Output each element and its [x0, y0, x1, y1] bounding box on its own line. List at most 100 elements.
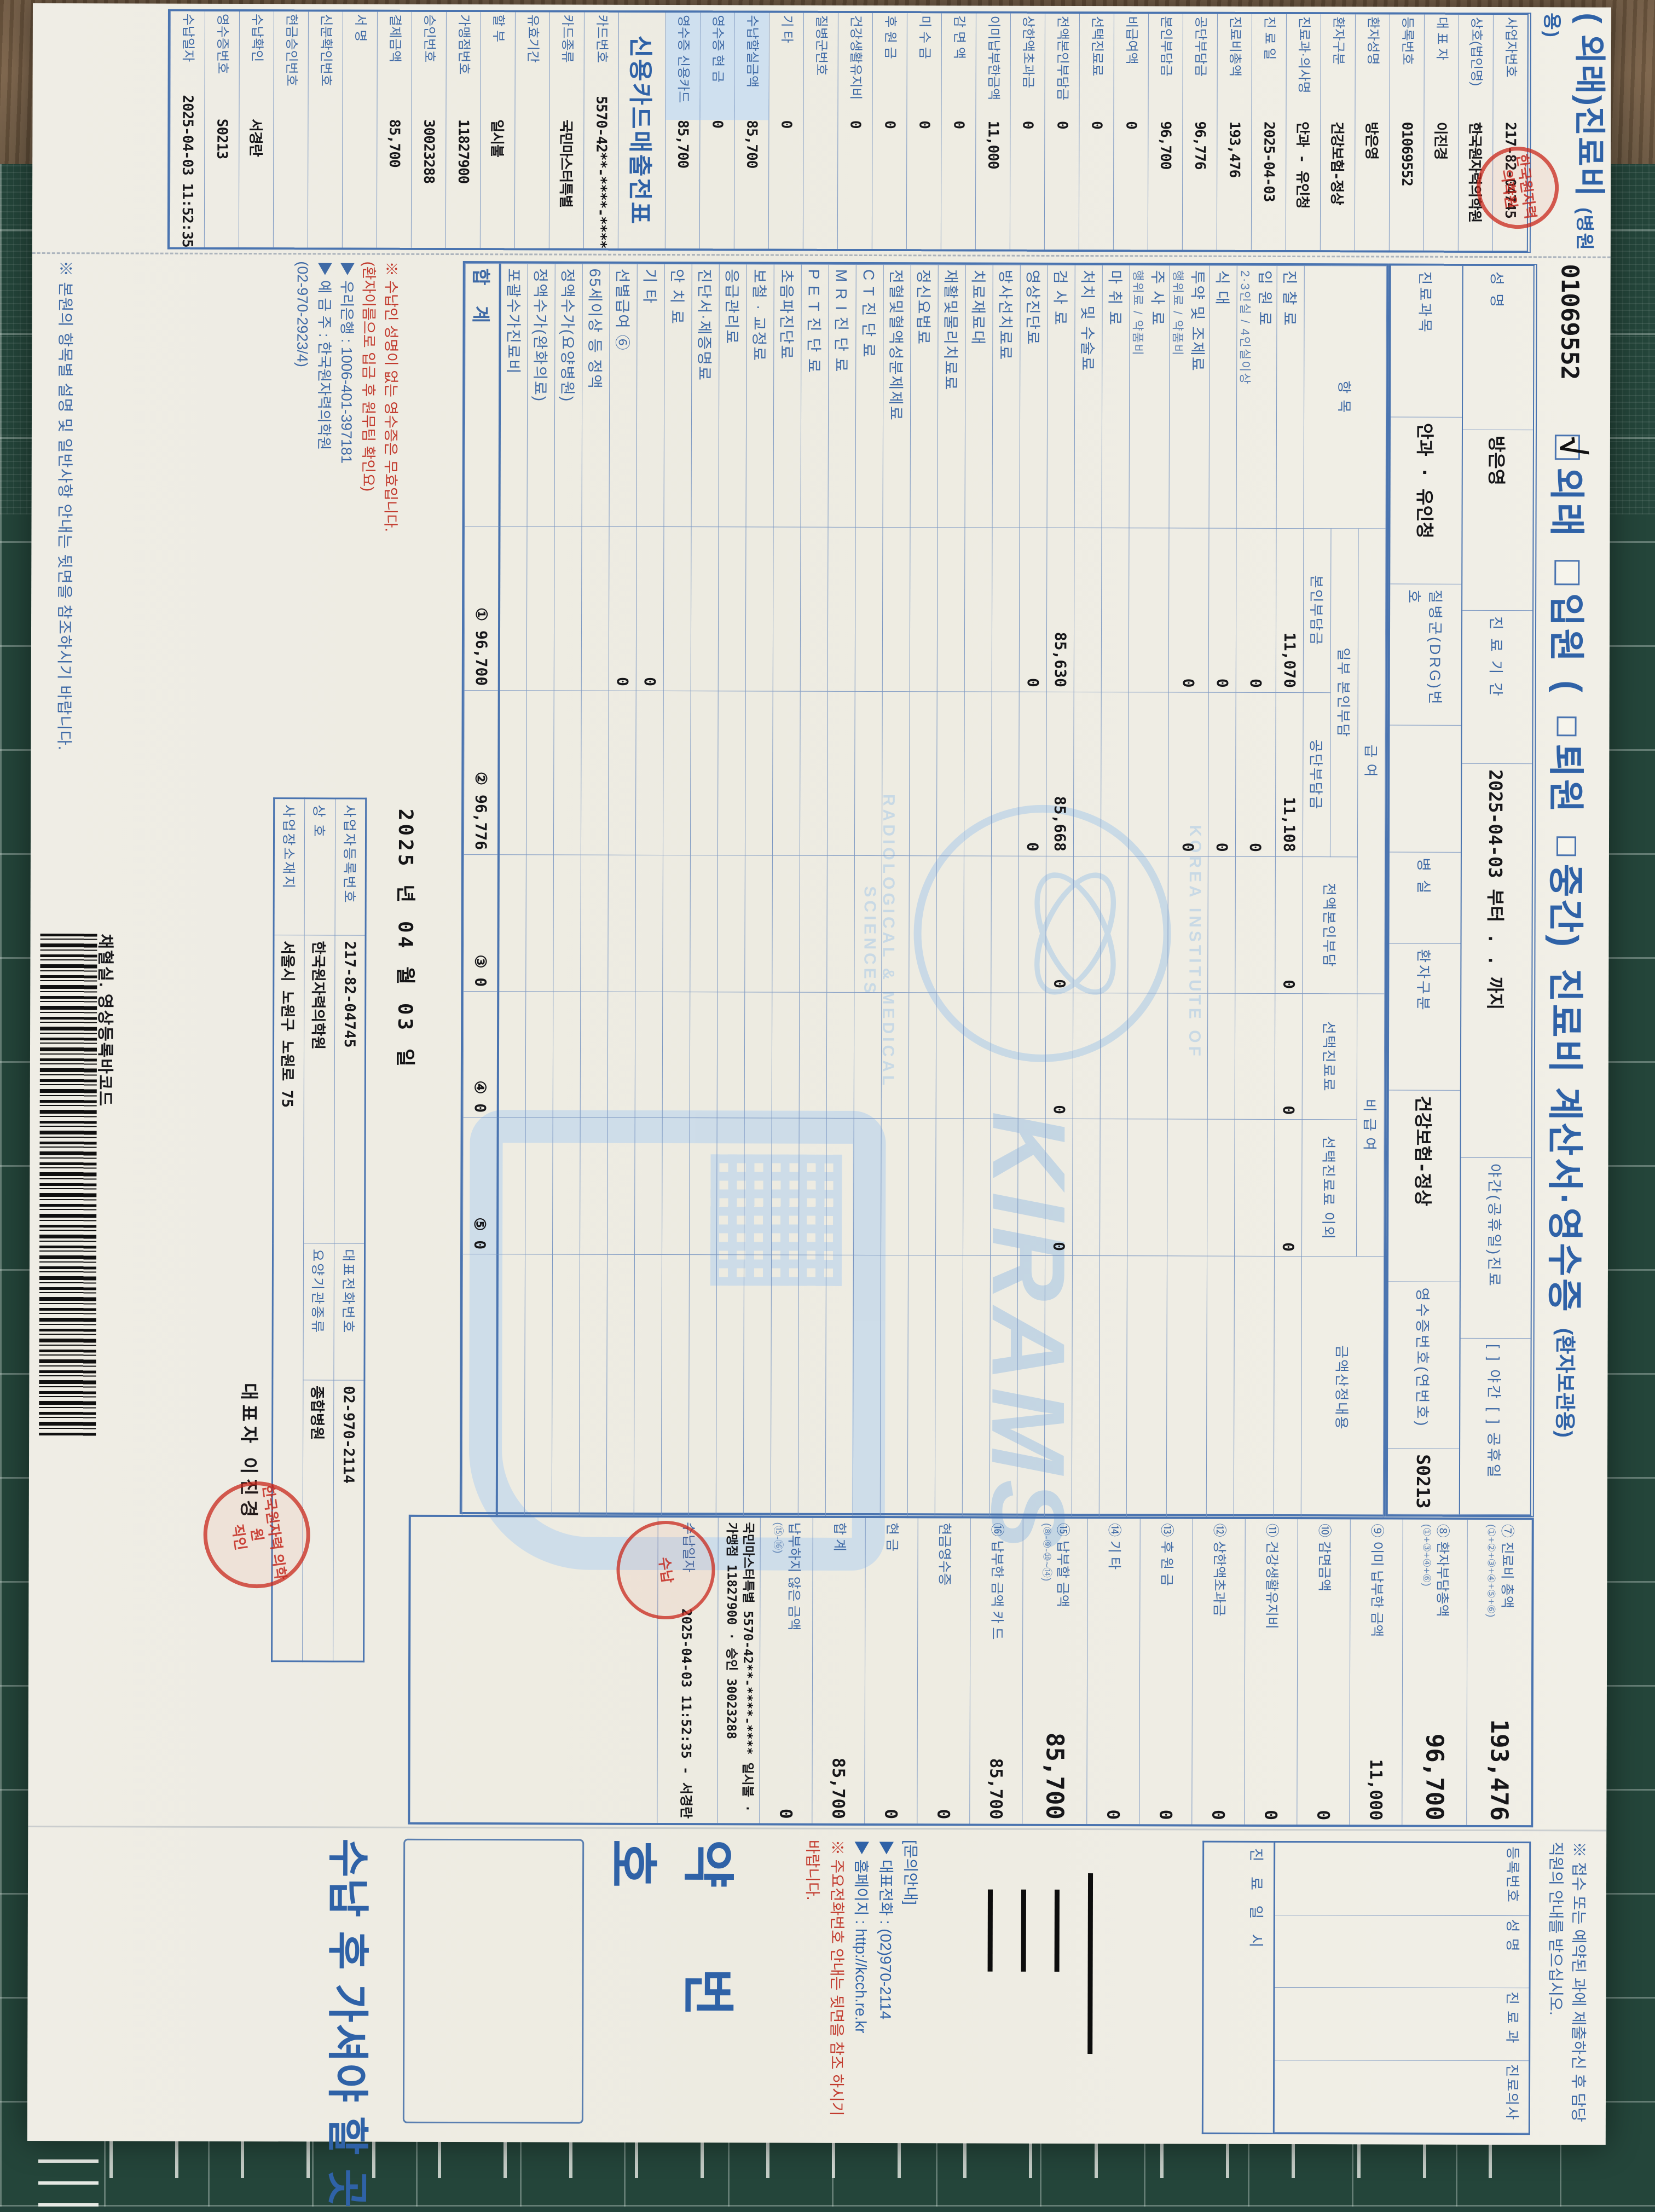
- stub-row-label: 전액본인부담금: [1055, 15, 1070, 101]
- panel-reg-cell: 진료의사: [1274, 2060, 1529, 2134]
- item-amount: ③ 0: [463, 854, 499, 992]
- item-amount: [526, 690, 554, 855]
- item-calc-note: [880, 1255, 908, 1518]
- item-amount: [964, 691, 992, 856]
- bank-note-red2: (환자이름으로 입금 후 원무팀 확인요): [360, 261, 378, 492]
- checkbox-discharge: [1556, 716, 1577, 737]
- stub-row: 환자성명 방은영: [1355, 14, 1390, 251]
- stub-row-label: 카드종류: [559, 14, 575, 63]
- summary-row: ⑫ 상한액초과금 0: [1191, 1519, 1245, 1825]
- item-amount: [607, 855, 636, 992]
- item-name: 응급관리료: [718, 264, 747, 527]
- stub-row-label: 현금승인번호: [283, 14, 299, 86]
- summary-label: 현금영수증: [936, 1522, 952, 1586]
- contact-homepage: ▶ 홈페이지 : http://kcch.re.kr: [852, 1839, 870, 2034]
- label-inpatient: 입원: [1546, 593, 1587, 664]
- stub-row-label: 신분확인번호: [318, 14, 334, 86]
- charge-item-row: 65세이상 등 정액: [579, 264, 610, 1518]
- stub-row: 등록번호 01069552: [1389, 14, 1425, 251]
- item-amount: [992, 528, 1020, 692]
- item-calc-note: [524, 1254, 553, 1518]
- item-amount: [991, 692, 1020, 856]
- summary-value: 85,700: [828, 1757, 849, 1819]
- stub-row-value: 0: [1019, 120, 1036, 129]
- stub-row-value: 85,700: [386, 119, 403, 167]
- summary-value: 96,700: [1420, 1733, 1449, 1821]
- provider-info-value: 02-970-2114: [333, 1380, 364, 1662]
- item-amount: [772, 855, 800, 993]
- charge-item-row: 투약 및 조제료 행위료 / 약품비 0 0: [1166, 265, 1210, 1519]
- item-amount: [635, 691, 664, 855]
- charge-items-table: 항 목 급 여 비 급 여 금액산정내용 일부 본인부담 전액본인부담 선택진료…: [462, 263, 1387, 1519]
- col-corp-pay: 공단부담금: [1303, 692, 1331, 857]
- item-amount: [745, 691, 773, 856]
- item-amount: [826, 992, 854, 1119]
- item-amount: [963, 1118, 991, 1256]
- item-amount: [499, 526, 528, 691]
- item-amount: 11,108: [1275, 692, 1304, 857]
- item-amount: [581, 691, 609, 855]
- room-label: 병 실: [1415, 858, 1432, 896]
- col-nopay-group: 비 급 여: [1356, 993, 1385, 1257]
- stub-row-label: 건강생활유지비: [848, 15, 864, 100]
- item-amount: [936, 855, 964, 993]
- item-amount: [1167, 1119, 1208, 1256]
- after-payment-heading: 수납 후 가셔야 할 곳: [323, 1838, 372, 2209]
- barcode-label: 채혈실. 영상등록바코드: [95, 934, 114, 1108]
- contact-red-note: ※ 주요전화번호 안내는 뒷면을 참조 하시기 바랍니다.: [803, 1839, 846, 2116]
- item-amount: [1101, 528, 1129, 692]
- item-amount: [662, 992, 690, 1118]
- stub-row-label: 수납일자: [180, 13, 196, 62]
- provider-info-label: 상 호: [304, 798, 335, 935]
- summary-value: 0: [1155, 1809, 1176, 1820]
- provider-info-label: 사업자등록번호: [335, 798, 366, 936]
- stub-row-label: 환자구분: [1330, 16, 1346, 65]
- item-amount: [498, 854, 526, 992]
- item-amount: ① 96,700: [464, 526, 500, 691]
- stub-row-label: 진료비총액: [1227, 16, 1243, 77]
- col-partial: 일부 본인부담: [1330, 528, 1358, 857]
- stub-row-label: 기 타: [779, 15, 795, 43]
- stub-card-slip-header: 신용카드매출전표: [618, 12, 666, 249]
- charge-item-row: 주 사 료 행위료 / 약품비: [1126, 265, 1170, 1519]
- item-amount: [936, 691, 965, 856]
- charge-item-row: C T 진 단 료: [853, 264, 884, 1518]
- item-amount: [635, 855, 663, 992]
- summary-value: 0: [776, 1808, 796, 1819]
- period-value: 2025-04-03 부터 . . 까지: [1484, 769, 1507, 1010]
- item-amount: [964, 527, 992, 692]
- item-calc-note: [579, 1254, 607, 1518]
- item-amount: [881, 855, 910, 993]
- col-calc: 금액산정내용: [1301, 1256, 1384, 1519]
- stub-row-label: 할 부: [491, 14, 506, 43]
- stub-row-value: 0: [847, 120, 864, 129]
- stub-row-value: [532, 119, 533, 248]
- stub-row: 영수증번호 S0213: [204, 11, 240, 247]
- item-amount: 0: [1275, 993, 1303, 1120]
- stub-row: 카드번호 5570-42**-****-****: [583, 12, 619, 248]
- item-amount: 0: [1235, 692, 1276, 857]
- stub-row: 서 명: [342, 11, 378, 248]
- item-amount: [1073, 692, 1102, 856]
- item-name: C T 진 단 료: [855, 264, 884, 528]
- summary-value: 0: [1313, 1810, 1333, 1821]
- item-amount: [607, 992, 635, 1118]
- item-name: 치료재료대: [964, 264, 993, 528]
- stub-row-value: 0: [1122, 121, 1139, 129]
- dept-value: 안과 · 유인청: [1414, 422, 1436, 539]
- charge-item-row: 진단서·제증명료: [688, 264, 720, 1518]
- item-amount: [990, 1119, 1019, 1256]
- night-care-options: [ ] 야간 [ ] 공휴일: [1485, 1344, 1503, 1480]
- summary-row: ⑩ 감면금액 0: [1297, 1519, 1350, 1825]
- stub-row: 수납할실금액 85,700: [734, 13, 769, 249]
- medication-number-heading: 약 번 호: [601, 1839, 737, 2049]
- item-amount: [882, 527, 910, 692]
- stub-row-label: 영수증 신용카드: [666, 13, 701, 120]
- item-amount: [909, 691, 938, 856]
- stub-row-value: 85,700: [674, 120, 691, 169]
- dept-label: 진료과목: [1416, 271, 1434, 335]
- charge-item-row: 치료재료대: [962, 264, 993, 1519]
- item-calc-note: [1044, 1255, 1073, 1519]
- checkbox-interim: [1556, 836, 1577, 856]
- item-calc-note: [798, 1255, 826, 1518]
